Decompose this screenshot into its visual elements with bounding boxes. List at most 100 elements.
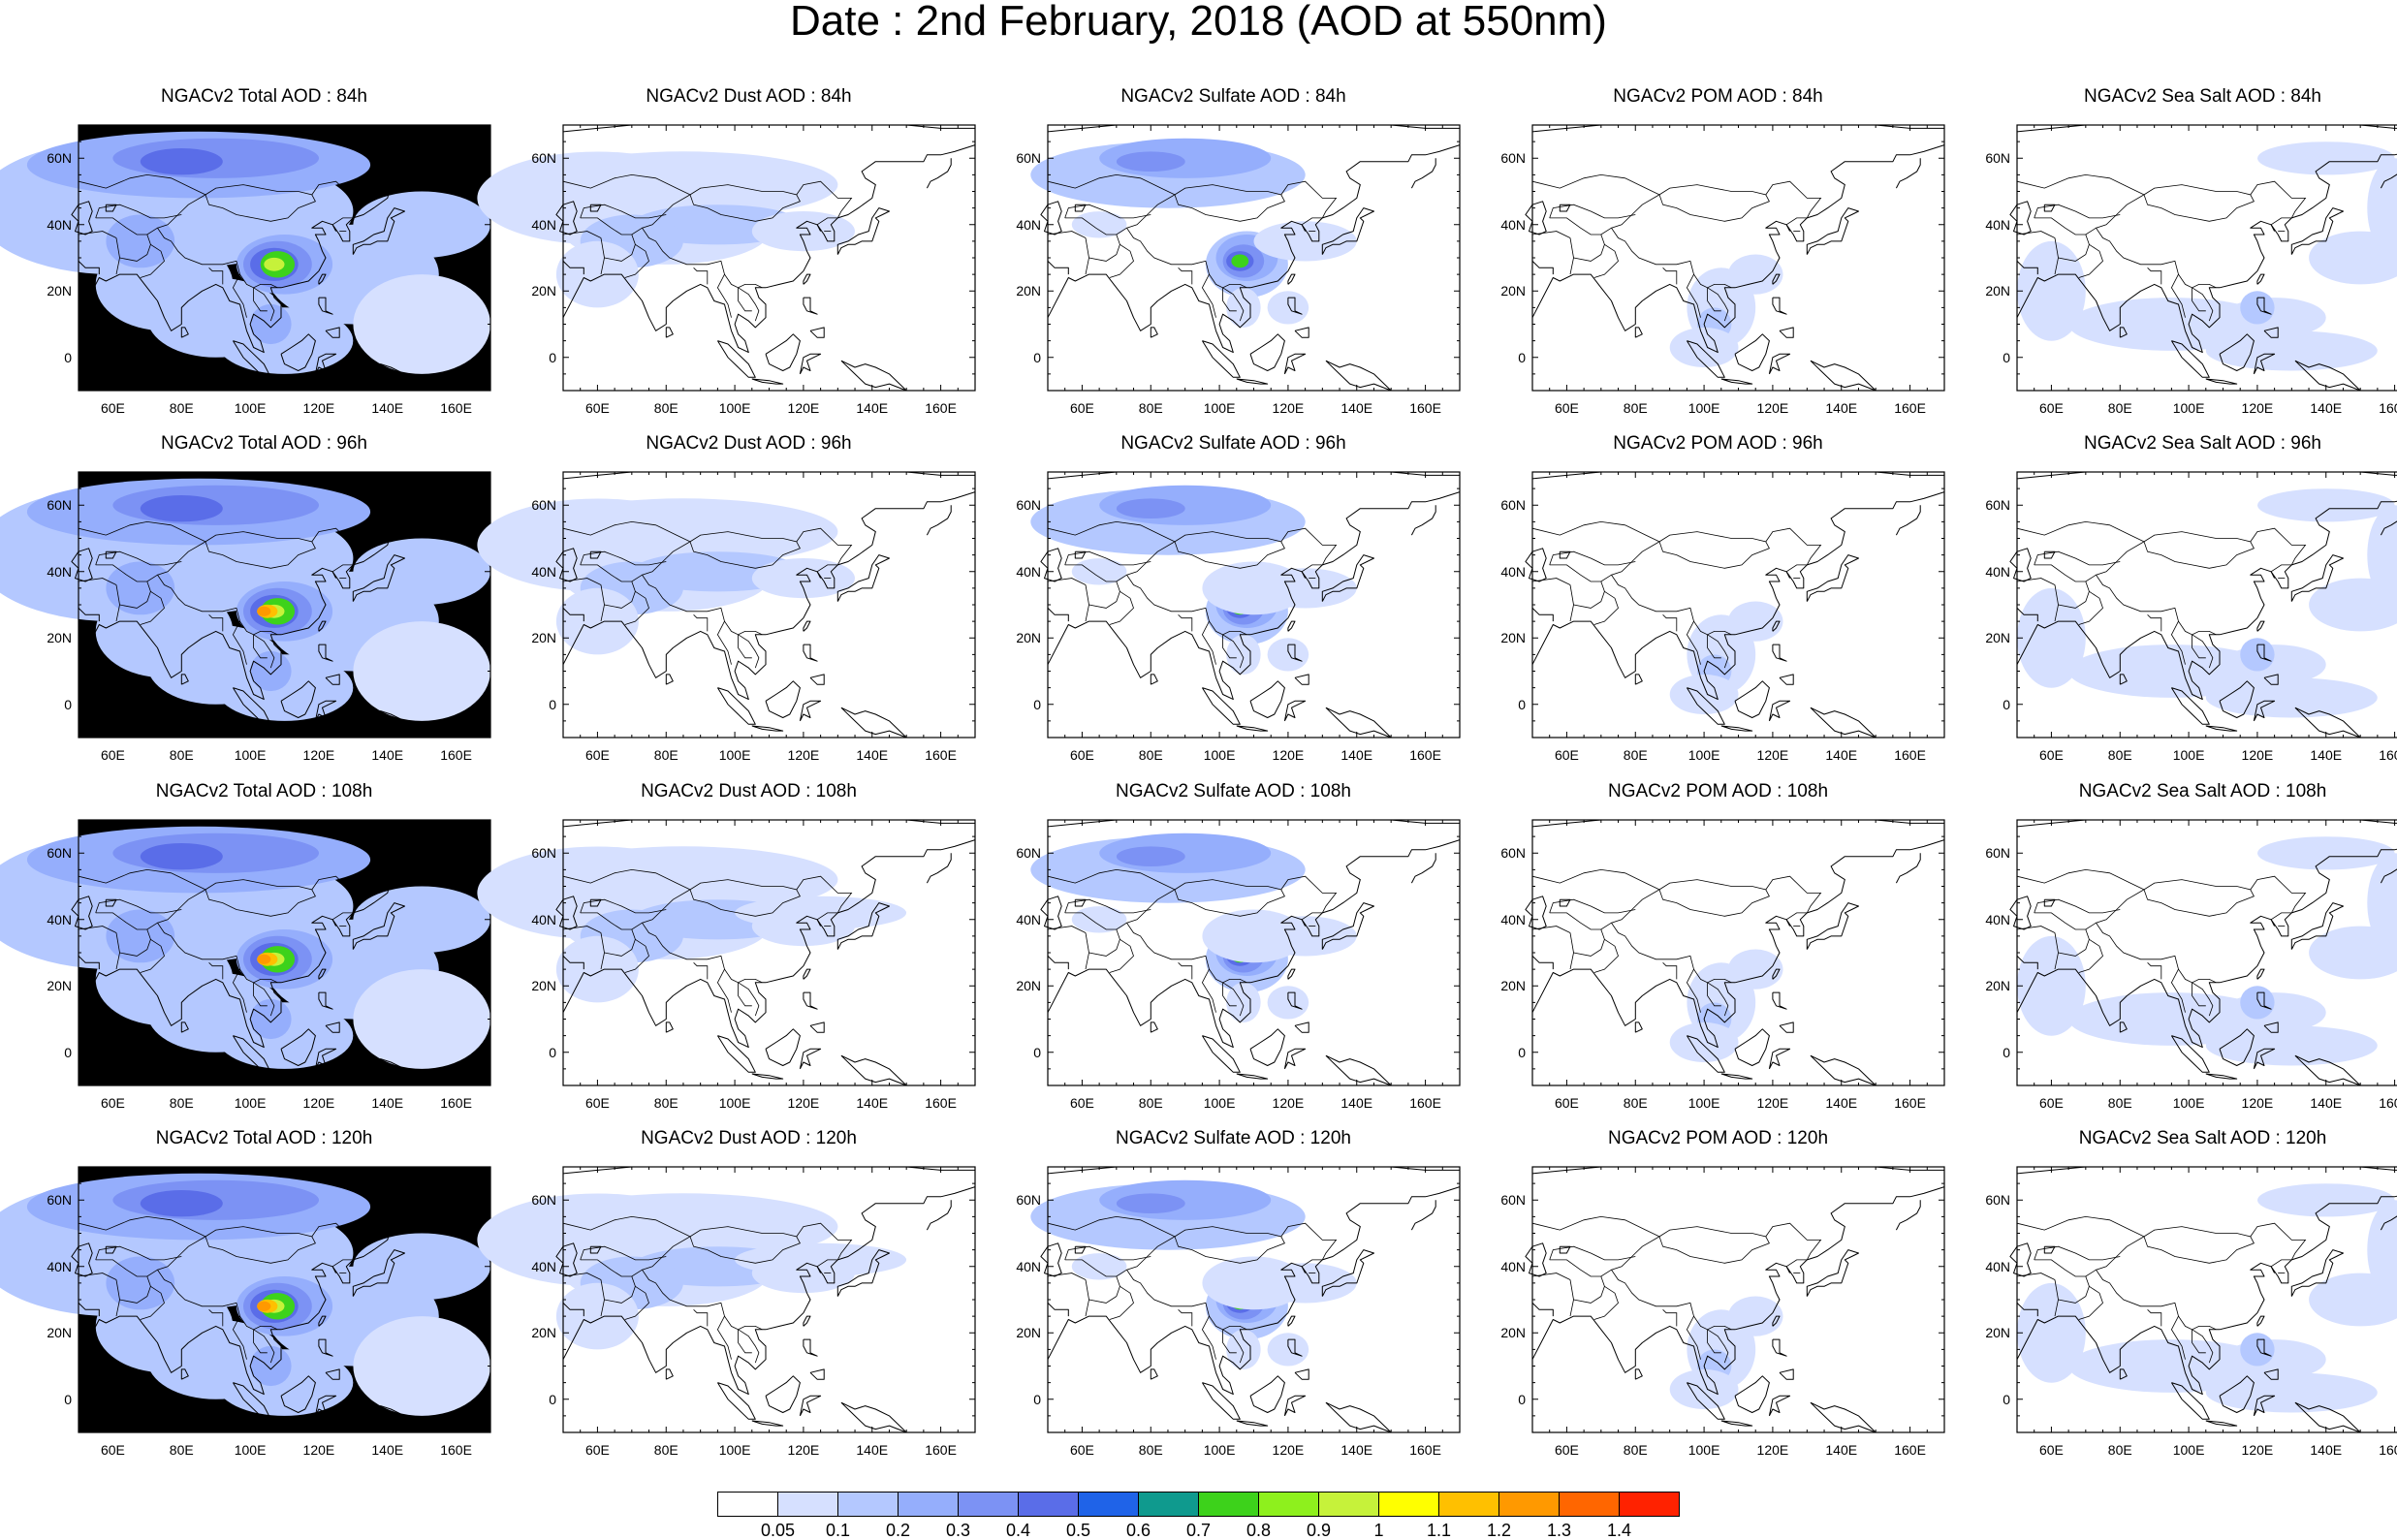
aod-contour — [2309, 926, 2397, 980]
lat-tick-label: 40N — [1500, 216, 1526, 233]
lat-tick-label: 20N — [531, 630, 556, 646]
aod-contour — [2223, 298, 2326, 338]
lat-tick-label: 40N — [1016, 1258, 1041, 1274]
lat-tick-label: 0 — [549, 1391, 556, 1407]
lon-tick-label: 120E — [1756, 747, 1789, 763]
aod-contour — [353, 191, 491, 259]
lon-tick-label: 120E — [302, 1442, 335, 1458]
aod-contour — [106, 214, 175, 268]
aod-contour — [1116, 846, 1185, 866]
lon-tick-label: 100E — [2172, 1095, 2205, 1111]
lat-tick-label: 0 — [1033, 1391, 1041, 1407]
aod-contour — [2240, 638, 2275, 672]
map-panel: NGACv2 Sulfate AOD : 108h 60N 40N 20N 0 60E 80… — [1008, 782, 1461, 1121]
aod-map — [477, 124, 976, 392]
aod-contour — [528, 846, 838, 913]
lon-tick-label: 120E — [1272, 1442, 1305, 1458]
aod-map — [0, 1166, 491, 1433]
colorbar-box — [777, 1492, 838, 1517]
aod-contour — [528, 1193, 838, 1260]
map-panel: NGACv2 Sulfate AOD : 120h 60N 40N 20N 0 60E 80… — [1008, 1129, 1461, 1468]
lat-tick-label: 0 — [2003, 1391, 2010, 1407]
lon-tick-label: 120E — [302, 1095, 335, 1111]
aod-map — [477, 1166, 976, 1433]
aod-contour — [140, 148, 223, 175]
lat-tick-label: 20N — [1016, 1325, 1041, 1341]
map-panel: NGACv2 Sea Salt AOD : 120h 60N 40N 20N 0 60E 8… — [1977, 1129, 2397, 1468]
lon-tick-label: 120E — [1272, 400, 1305, 416]
lat-tick-label: 20N — [47, 283, 72, 299]
aod-map — [0, 819, 491, 1086]
lat-tick-label: 60N — [1985, 845, 2010, 862]
lon-tick-label: 100E — [1687, 747, 1720, 763]
lon-tick-label: 140E — [1340, 1095, 1373, 1111]
country-borders — [1531, 173, 1822, 322]
aod-contour — [1669, 327, 1739, 368]
aod-contour — [353, 621, 491, 721]
colorbar-box — [1318, 1492, 1379, 1517]
lon-tick-label: 80E — [1138, 1442, 1163, 1458]
lat-tick-label: 40N — [47, 563, 72, 580]
lat-tick-label: 20N — [1985, 283, 2010, 299]
lon-tick-label: 100E — [1687, 400, 1720, 416]
lon-tick-label: 80E — [1138, 747, 1163, 763]
aod-contour — [555, 1282, 639, 1350]
country-borders — [1047, 1215, 1338, 1364]
aod-contour — [2367, 853, 2397, 953]
lon-tick-label: 160E — [2379, 400, 2397, 416]
aod-contour — [1267, 986, 1309, 1020]
aod-contour — [2017, 587, 2086, 688]
lon-tick-label: 140E — [1825, 747, 1858, 763]
lon-tick-label: 120E — [787, 400, 820, 416]
aod-map — [2009, 1166, 2397, 1433]
colorbar-box — [1438, 1492, 1499, 1517]
country-borders — [78, 173, 368, 322]
lat-tick-label: 40N — [531, 911, 556, 927]
aod-contour — [1071, 558, 1127, 585]
lon-tick-label: 60E — [2038, 1095, 2064, 1111]
country-borders — [1531, 868, 1822, 1017]
aod-contour — [2017, 240, 2086, 341]
lat-tick-label: 40N — [47, 911, 72, 927]
panel-title: NGACv2 POM AOD : 96h — [1613, 433, 1823, 454]
lon-tick-label: 160E — [925, 1442, 957, 1458]
colorbar-label: 1.2 — [1486, 1521, 1512, 1540]
aod-contour — [264, 257, 285, 271]
panel-title: NGACv2 Sea Salt AOD : 120h — [2078, 1128, 2327, 1148]
lon-tick-label: 140E — [856, 1442, 889, 1458]
lon-tick-label: 80E — [2107, 1095, 2132, 1111]
lon-tick-label: 60E — [584, 1095, 610, 1111]
lon-tick-label: 160E — [1409, 1095, 1441, 1111]
lon-tick-label: 120E — [1756, 400, 1789, 416]
panel-title: NGACv2 POM AOD : 120h — [1607, 1128, 1829, 1148]
lon-tick-label: 160E — [2379, 1095, 2397, 1111]
aod-contour — [1202, 1256, 1306, 1310]
lat-tick-label: 60N — [531, 497, 556, 514]
aod-background — [1532, 820, 1944, 1085]
lon-tick-label: 160E — [1409, 747, 1441, 763]
aod-map — [1525, 1166, 1945, 1433]
lat-tick-label: 40N — [531, 1258, 556, 1274]
country-borders — [562, 868, 853, 1017]
lon-tick-label: 120E — [2241, 1095, 2274, 1111]
panel-title: NGACv2 Total AOD : 96h — [161, 433, 367, 454]
lon-tick-label: 100E — [234, 400, 267, 416]
lon-tick-label: 160E — [925, 1095, 957, 1111]
lon-tick-label: 60E — [1069, 400, 1094, 416]
lat-tick-label: 60N — [1016, 150, 1041, 167]
aod-contour — [555, 587, 639, 655]
lon-tick-label: 160E — [1894, 747, 1926, 763]
lon-tick-label: 120E — [787, 1095, 820, 1111]
country-borders — [1531, 1215, 1822, 1364]
lon-tick-label: 160E — [925, 747, 957, 763]
aod-contour — [1202, 909, 1306, 963]
aod-contour — [735, 896, 907, 929]
aod-contour — [353, 538, 491, 606]
lon-tick-label: 60E — [1069, 747, 1094, 763]
country-borders — [2016, 173, 2307, 322]
colorbar-box — [1078, 1492, 1139, 1517]
colorbar-box — [1198, 1492, 1259, 1517]
lat-tick-label: 60N — [1985, 497, 2010, 514]
map-panel: NGACv2 Total AOD : 108h 60N 40N 20N 0 60E 80E 1… — [0, 782, 491, 1121]
lat-tick-label: 60N — [1500, 497, 1526, 514]
